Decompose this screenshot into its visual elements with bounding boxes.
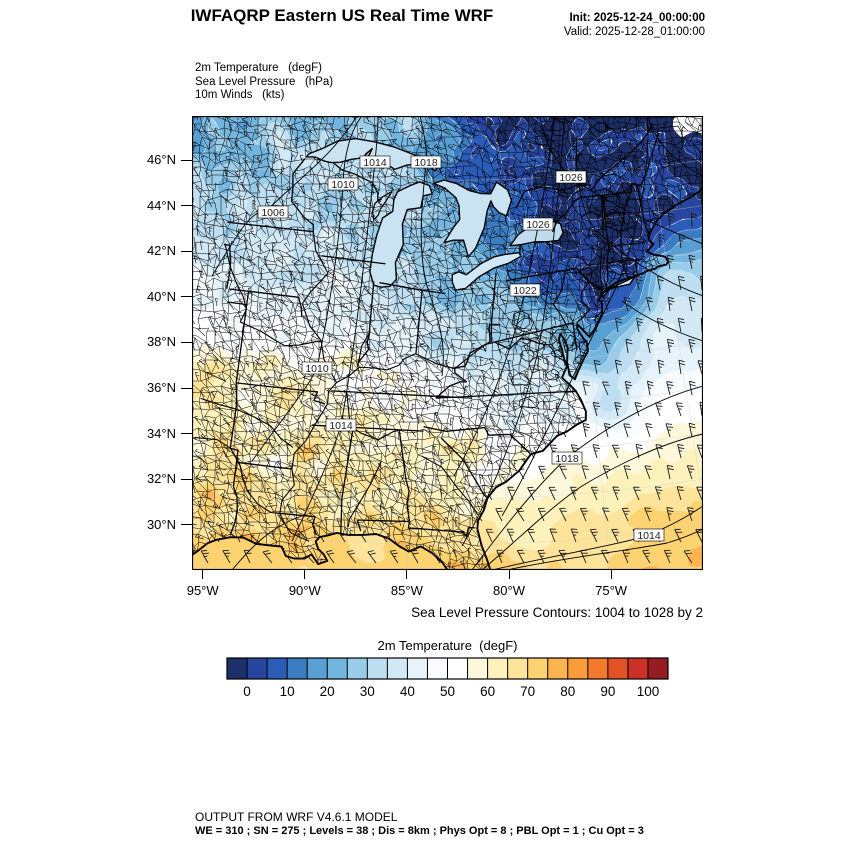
svg-text:70: 70 (520, 684, 535, 699)
svg-text:30: 30 (360, 684, 375, 699)
svg-text:50: 50 (440, 684, 455, 699)
svg-text:20: 20 (320, 684, 335, 699)
svg-text:1014: 1014 (637, 530, 661, 542)
svg-text:90: 90 (600, 684, 615, 699)
svg-text:1018: 1018 (555, 453, 579, 465)
svg-text:80: 80 (560, 684, 575, 699)
svg-text:1018: 1018 (414, 157, 438, 169)
svg-text:1026: 1026 (526, 219, 550, 231)
svg-text:1014: 1014 (363, 157, 387, 169)
svg-text:100: 100 (637, 684, 660, 699)
svg-text:10: 10 (280, 684, 295, 699)
svg-text:1010: 1010 (331, 179, 355, 191)
svg-text:1010: 1010 (305, 363, 329, 375)
svg-text:1022: 1022 (513, 285, 537, 297)
svg-text:60: 60 (480, 684, 495, 699)
svg-text:0: 0 (243, 684, 251, 699)
svg-text:40: 40 (400, 684, 415, 699)
svg-text:1006: 1006 (261, 207, 285, 219)
svg-text:1014: 1014 (329, 420, 353, 432)
svg-text:1026: 1026 (559, 172, 583, 184)
